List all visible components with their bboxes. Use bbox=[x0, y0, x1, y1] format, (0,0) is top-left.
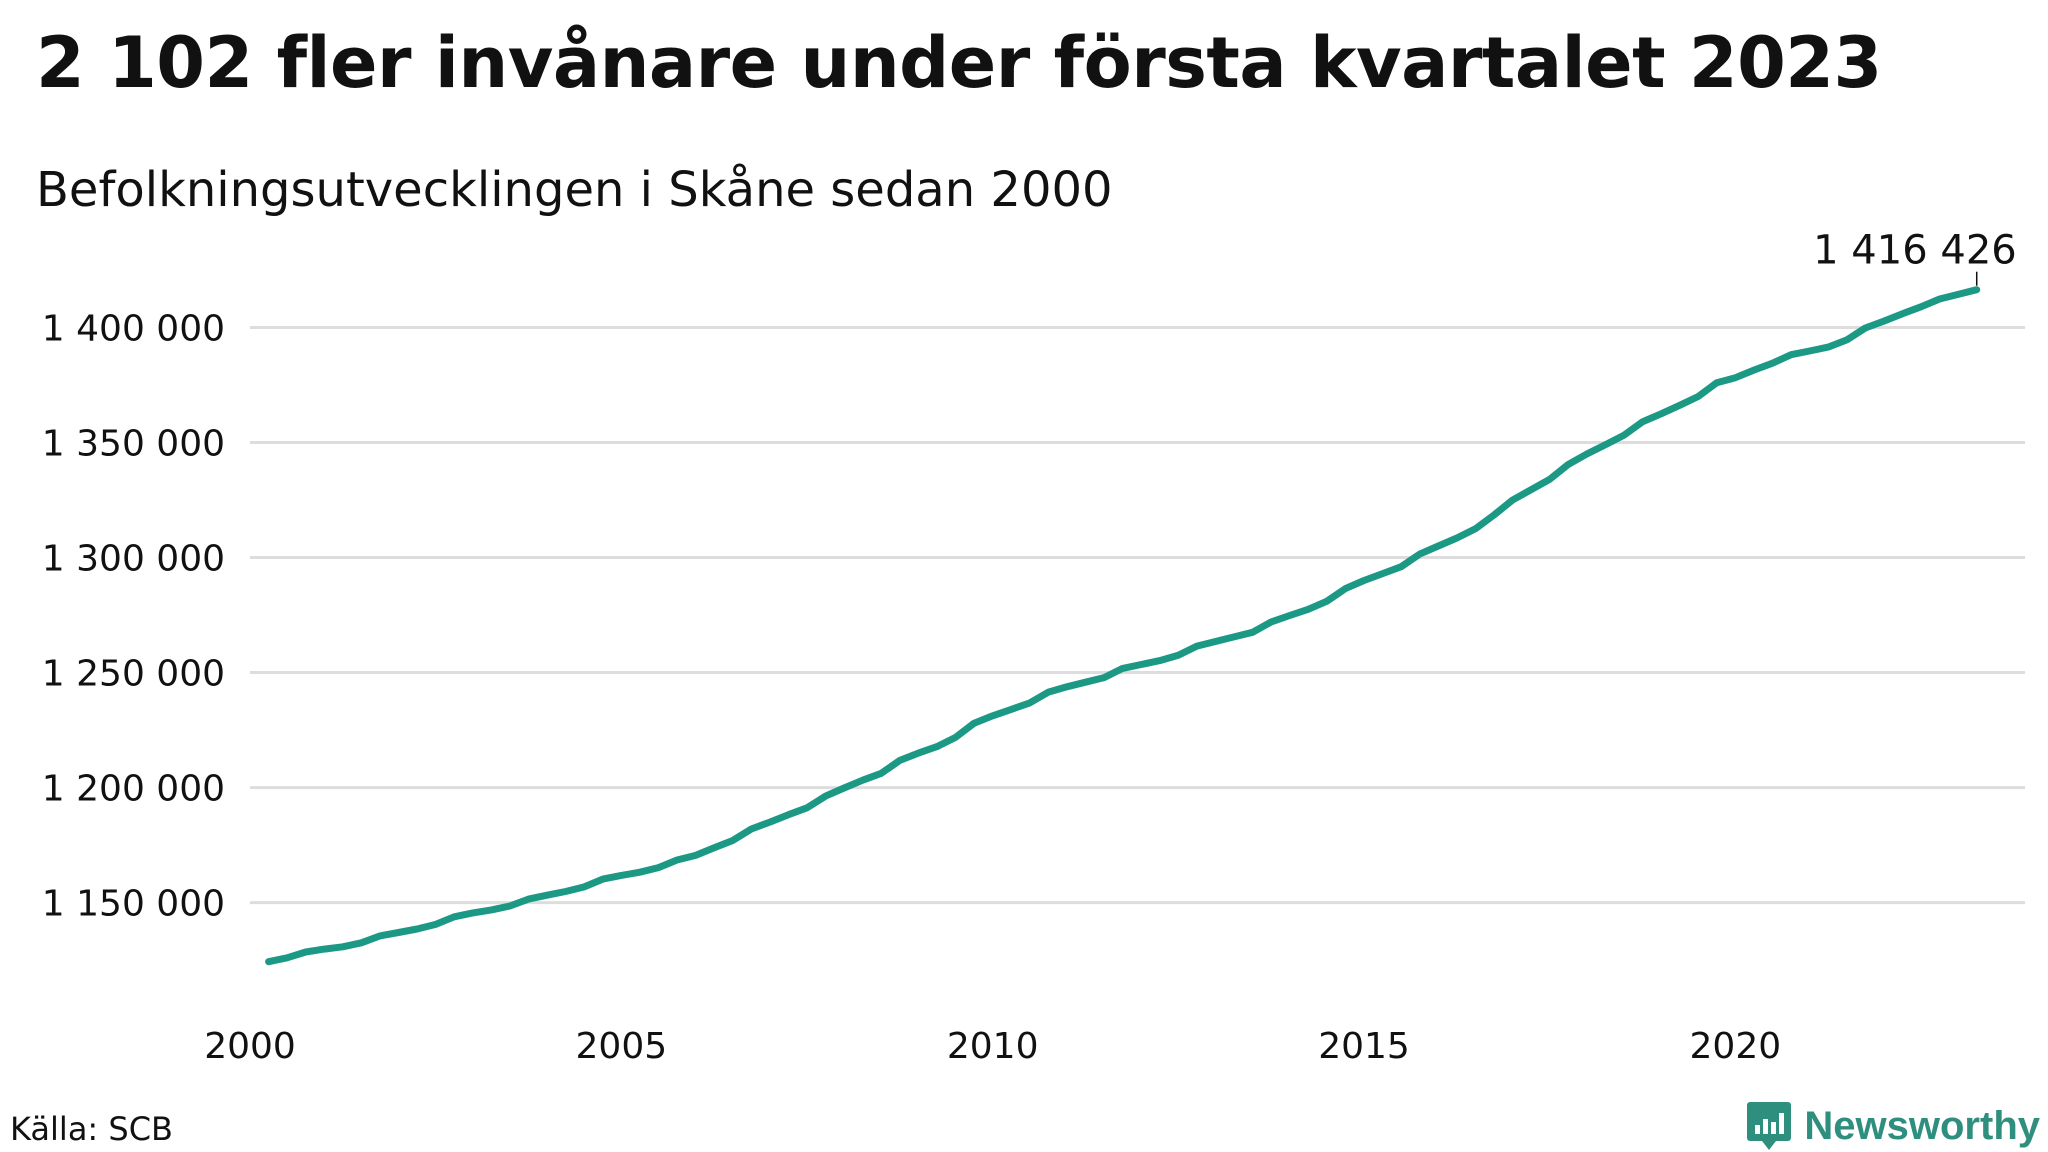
y-tick-label: 1 150 000 bbox=[42, 884, 225, 925]
y-axis-tick-labels: 1 150 000 1 200 000 1 250 000 1 300 000 1 35… bbox=[42, 309, 225, 925]
end-value-label: 1 416 426 bbox=[1813, 228, 2017, 274]
x-tick-label: 2010 bbox=[947, 1026, 1039, 1067]
chart-title: 2 102 fler invånare under första kvartal… bbox=[36, 22, 1882, 104]
y-tick-label: 1 400 000 bbox=[42, 309, 225, 350]
y-tick-label: 1 250 000 bbox=[42, 654, 225, 695]
y-tick-label: 1 350 000 bbox=[42, 424, 225, 465]
y-tick-label: 1 300 000 bbox=[42, 539, 225, 580]
x-tick-label: 2020 bbox=[1690, 1026, 1782, 1067]
population-line bbox=[265, 286, 1981, 966]
chart-subtitle: Befolkningsutvecklingen i Skåne sedan 20… bbox=[36, 162, 1113, 218]
x-tick-label: 2015 bbox=[1318, 1026, 1410, 1067]
x-tick-label: 2000 bbox=[204, 1026, 296, 1067]
x-axis-tick-labels: 2000 2005 2010 2015 2020 bbox=[204, 1026, 1781, 1067]
gridlines bbox=[250, 326, 2025, 905]
y-tick-label: 1 200 000 bbox=[42, 769, 225, 810]
newsworthy-logo: Newsworthy bbox=[1746, 1100, 2040, 1152]
bar-chart-pin-icon bbox=[1747, 1102, 1792, 1150]
source-note: Källa: SCB bbox=[10, 1110, 173, 1148]
x-tick-label: 2005 bbox=[576, 1026, 668, 1067]
brand-name: Newsworthy bbox=[1804, 1103, 2040, 1148]
